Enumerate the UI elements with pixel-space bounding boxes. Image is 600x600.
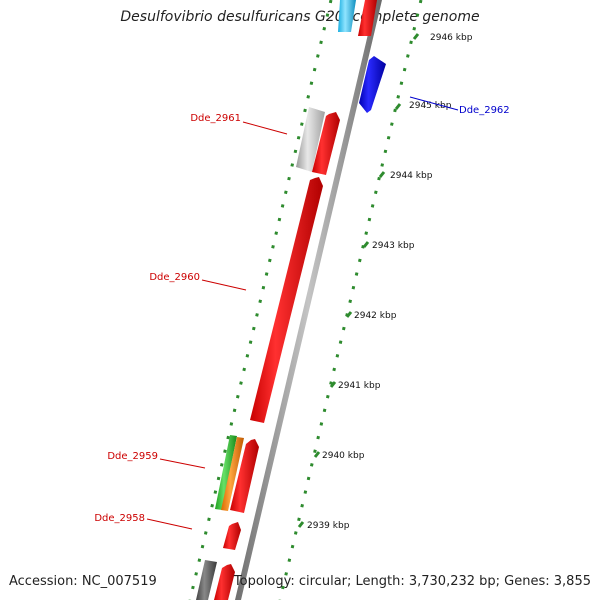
gene-red-bottom bbox=[214, 564, 235, 600]
gene-red-2959b bbox=[230, 439, 259, 513]
gene-label-dde2961[interactable]: Dde_2961 bbox=[190, 113, 241, 124]
leader-dde2962 bbox=[409, 96, 459, 111]
tick-marks bbox=[297, 33, 420, 528]
tick-label: 2945 kbp bbox=[409, 101, 452, 111]
tick-label: 2943 kbp bbox=[372, 241, 415, 251]
gene-dark-bottom bbox=[196, 560, 217, 600]
inner-ring-left bbox=[188, 0, 333, 600]
gene-red-dde2958 bbox=[223, 522, 241, 550]
genome-info-text: Topology: circular; Length: 3,730,232 bp… bbox=[233, 574, 591, 589]
genome-backbone bbox=[235, 0, 382, 600]
tick-label: 2946 kbp bbox=[430, 33, 473, 43]
gene-blue-dde2962 bbox=[359, 56, 386, 113]
leader-dde2959 bbox=[159, 458, 206, 469]
tick-label: 2941 kbp bbox=[338, 381, 381, 391]
leader-dde2958 bbox=[146, 518, 193, 530]
gene-label-dde2959[interactable]: Dde_2959 bbox=[107, 451, 158, 462]
accession-text: Accession: NC_007519 bbox=[9, 574, 157, 589]
gene-red-top bbox=[358, 0, 377, 36]
tick-label: 2944 kbp bbox=[390, 171, 433, 181]
gene-orange-dde2959 bbox=[221, 437, 244, 511]
gene-red-dde2961 bbox=[312, 112, 340, 175]
leader-dde2960 bbox=[201, 279, 247, 291]
gene-label-dde2962[interactable]: Dde_2962 bbox=[459, 105, 510, 116]
tick-label: 2939 kbp bbox=[307, 521, 350, 531]
gene-label-dde2960[interactable]: Dde_2960 bbox=[149, 272, 200, 283]
gene-red-dde2960 bbox=[250, 177, 323, 423]
tick-label: 2942 kbp bbox=[354, 311, 397, 321]
gene-green-dde2959 bbox=[215, 435, 237, 510]
gene-label-dde2958[interactable]: Dde_2958 bbox=[94, 513, 145, 524]
leader-dde2961 bbox=[242, 121, 288, 135]
outer-ring-right bbox=[278, 0, 423, 600]
gene-grey-dde2961 bbox=[296, 107, 325, 172]
map-title: Desulfovibrio desulfuricans G20, complet… bbox=[120, 9, 480, 25]
tick-label: 2940 kbp bbox=[322, 451, 365, 461]
gene-cyan-top bbox=[338, 0, 356, 32]
